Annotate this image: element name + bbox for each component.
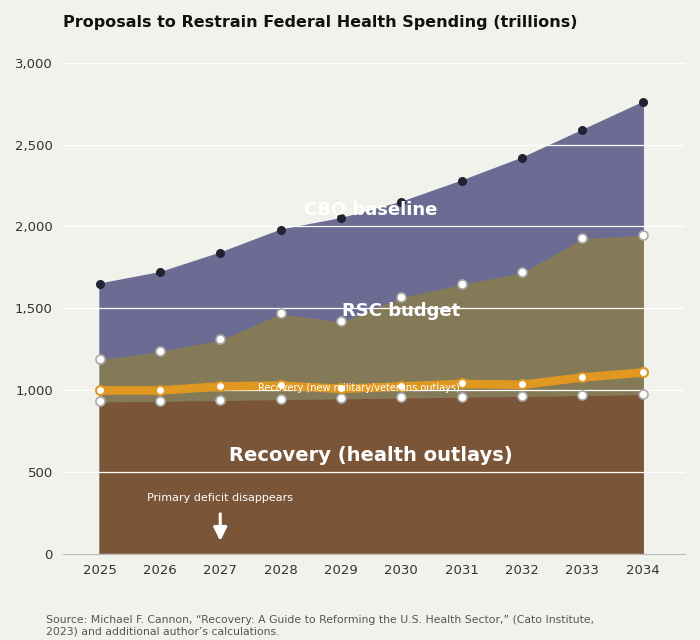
Text: CBO baseline: CBO baseline bbox=[304, 201, 438, 219]
Text: Recovery (health outlays): Recovery (health outlays) bbox=[230, 446, 513, 465]
Text: Primary deficit disappears: Primary deficit disappears bbox=[147, 493, 293, 503]
Text: Recovery (new military/veterans outlays): Recovery (new military/veterans outlays) bbox=[258, 383, 460, 392]
Text: Proposals to Restrain Federal Health Spending (trillions): Proposals to Restrain Federal Health Spe… bbox=[63, 15, 578, 30]
Text: Source: Michael F. Cannon, “Recovery: A Guide to Reforming the U.S. Health Secto: Source: Michael F. Cannon, “Recovery: A … bbox=[46, 615, 594, 637]
Text: RSC budget: RSC budget bbox=[342, 303, 461, 321]
